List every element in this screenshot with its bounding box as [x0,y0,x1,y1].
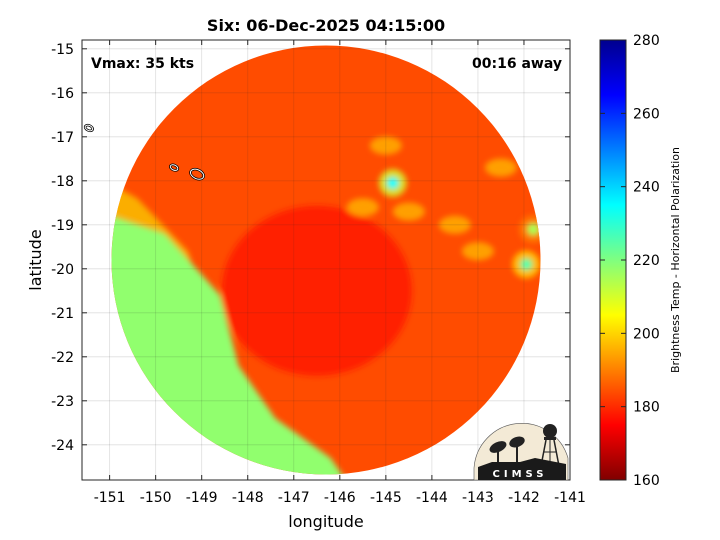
plot-area [82,40,570,480]
y-tick-labels: -15 -16 -17 -18 -19 -20 -21 -22 -23 -24 [51,42,74,454]
cimss-logo-text: CIMSS [493,469,548,480]
x-tick-labels: -151 -150 -149 -148 -147 -146 -145 -144 -143 -142… [94,490,586,506]
x-tick-label: -150 [140,490,172,506]
x-tick-label: -144 [416,490,448,506]
y-tick-label: -16 [51,86,74,102]
x-tick-label: -142 [508,490,540,506]
y-tick-label: -15 [51,42,74,58]
y-tick-label: -23 [51,394,74,410]
x-tick-label: -147 [278,490,310,506]
grid-lines [82,40,570,480]
y-tick-label: -19 [51,218,74,234]
colorbar-tick-label: 220 [633,253,660,269]
colorbar-tick-label: 180 [633,400,660,416]
colorbar-tick-label: 240 [633,180,660,196]
cloud-streak [392,202,425,221]
y-tick-label: -20 [51,262,74,278]
island-outlines [83,123,205,181]
y-axis-label: latitude [26,229,45,290]
cloud-streak [346,198,379,217]
convective-spot [512,250,541,279]
cloud-streak [438,215,471,234]
y-tick-label: -18 [51,174,74,190]
colorbar-ticks: 280 260 240 220 200 180 160 [600,33,660,489]
y-tick-label: -22 [51,350,74,366]
y-tick-label: -24 [51,438,74,454]
x-tick-label: -151 [94,490,126,506]
colorbar-tick-label: 260 [633,106,660,122]
cloud-streak [461,242,494,261]
x-axis-label: longitude [288,512,363,531]
cloud-streak [484,158,517,177]
time-away-annotation: 00:16 away [472,56,562,72]
x-tick-label: -145 [370,490,402,506]
x-tick-label: -149 [186,490,218,506]
cloud-streak [369,136,402,155]
cimss-logo: CIMSS [473,423,569,481]
colorbar-tick-label: 160 [633,473,660,489]
chart-title: Six: 06-Dec-2025 04:15:00 [207,16,445,35]
y-tick-label: -17 [51,130,74,146]
convective-spot [378,169,407,197]
x-tick-label: -141 [554,490,586,506]
x-tick-label: -148 [232,490,264,506]
cold-core [221,205,412,376]
axes-frame [81,39,571,481]
colorbar-tick-label: 200 [633,326,660,342]
colorbar-tick-label: 280 [633,33,660,49]
y-tick-label: -21 [51,306,74,322]
island-outline-inner [189,168,205,180]
island-outline-inner [169,164,179,171]
x-tick-label: -146 [324,490,356,506]
colorbar-label: Brightness Temp - Horizontal Polarizatio… [669,147,682,373]
vmax-annotation: Vmax: 35 kts [91,56,194,72]
island-outline-inner [84,124,94,132]
x-tick-label: -143 [462,490,494,506]
